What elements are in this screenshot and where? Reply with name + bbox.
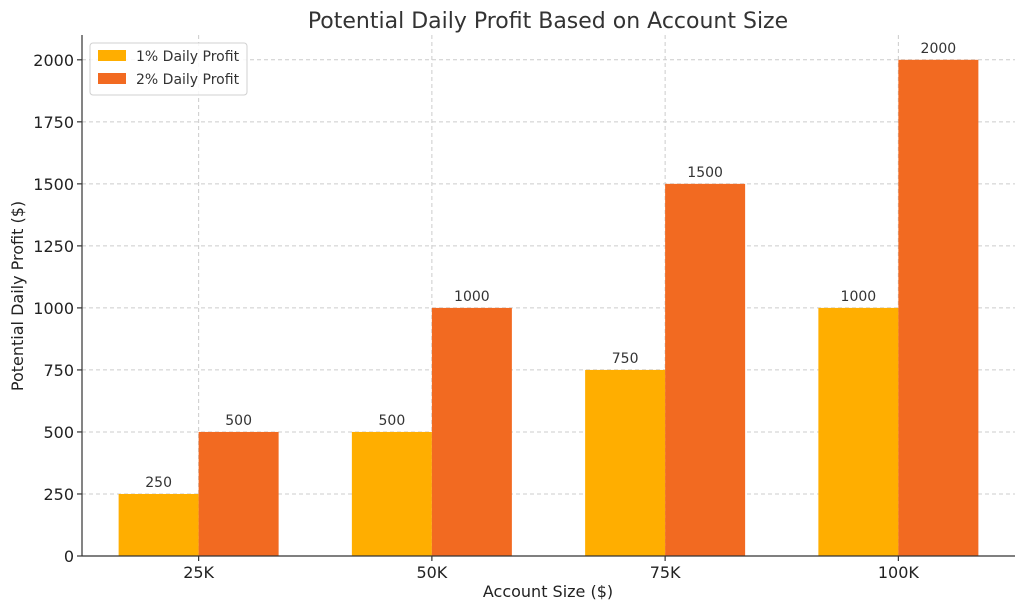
bar-25K-2 — [198, 431, 279, 556]
x-tick-label: 75K — [650, 563, 681, 582]
x-axis-label: Account Size ($) — [483, 582, 613, 601]
data-labels: 250 500 500 1000 750 1500 1000 2000 — [145, 41, 956, 491]
y-tick-label: 500 — [43, 423, 74, 442]
y-tick-label: 0 — [64, 547, 74, 566]
bar-50K-2 — [431, 307, 512, 556]
y-tick-label: 750 — [43, 361, 74, 380]
y-tick-label: 1000 — [33, 299, 74, 318]
bar-75K-1 — [585, 369, 666, 556]
x-tick-label: 100K — [878, 563, 920, 582]
y-axis-label: Potential Daily Profit ($) — [8, 201, 27, 391]
chart-title: Potential Daily Profit Based on Account … — [308, 9, 788, 34]
legend-frame — [89, 42, 248, 96]
data-label: 750 — [612, 351, 639, 367]
data-label: 500 — [379, 413, 406, 429]
data-label: 2000 — [921, 41, 957, 57]
data-label: 500 — [225, 413, 252, 429]
data-label: 1000 — [454, 289, 490, 305]
y-tick-label: 1500 — [33, 175, 74, 194]
bar-100K-1 — [818, 307, 899, 556]
data-label: 1000 — [841, 289, 877, 305]
y-tick-label: 250 — [43, 485, 74, 504]
legend-swatch — [98, 50, 126, 61]
bars-group — [118, 59, 979, 557]
y-tick-label: 2000 — [33, 51, 74, 70]
y-tick-label: 1750 — [33, 113, 74, 132]
bar-50K-1 — [351, 431, 432, 556]
x-tick-label: 25K — [183, 563, 214, 582]
x-ticks: 25K 50K 75K 100K — [183, 556, 919, 582]
data-label: 250 — [145, 475, 172, 491]
legend-label: 2% Daily Profit — [136, 72, 240, 88]
data-label: 1500 — [687, 165, 723, 181]
y-ticks: 0 250 500 750 1000 1250 1500 1750 2000 — [33, 51, 82, 566]
bar-100K-2 — [898, 59, 979, 557]
bar-25K-1 — [118, 493, 199, 556]
x-tick-label: 50K — [416, 563, 447, 582]
legend-label: 1% Daily Profit — [136, 49, 240, 65]
legend-swatch — [98, 73, 126, 84]
y-tick-label: 1250 — [33, 237, 74, 256]
legend: 1% Daily Profit 2% Daily Profit — [89, 42, 248, 96]
bar-75K-2 — [665, 183, 746, 556]
